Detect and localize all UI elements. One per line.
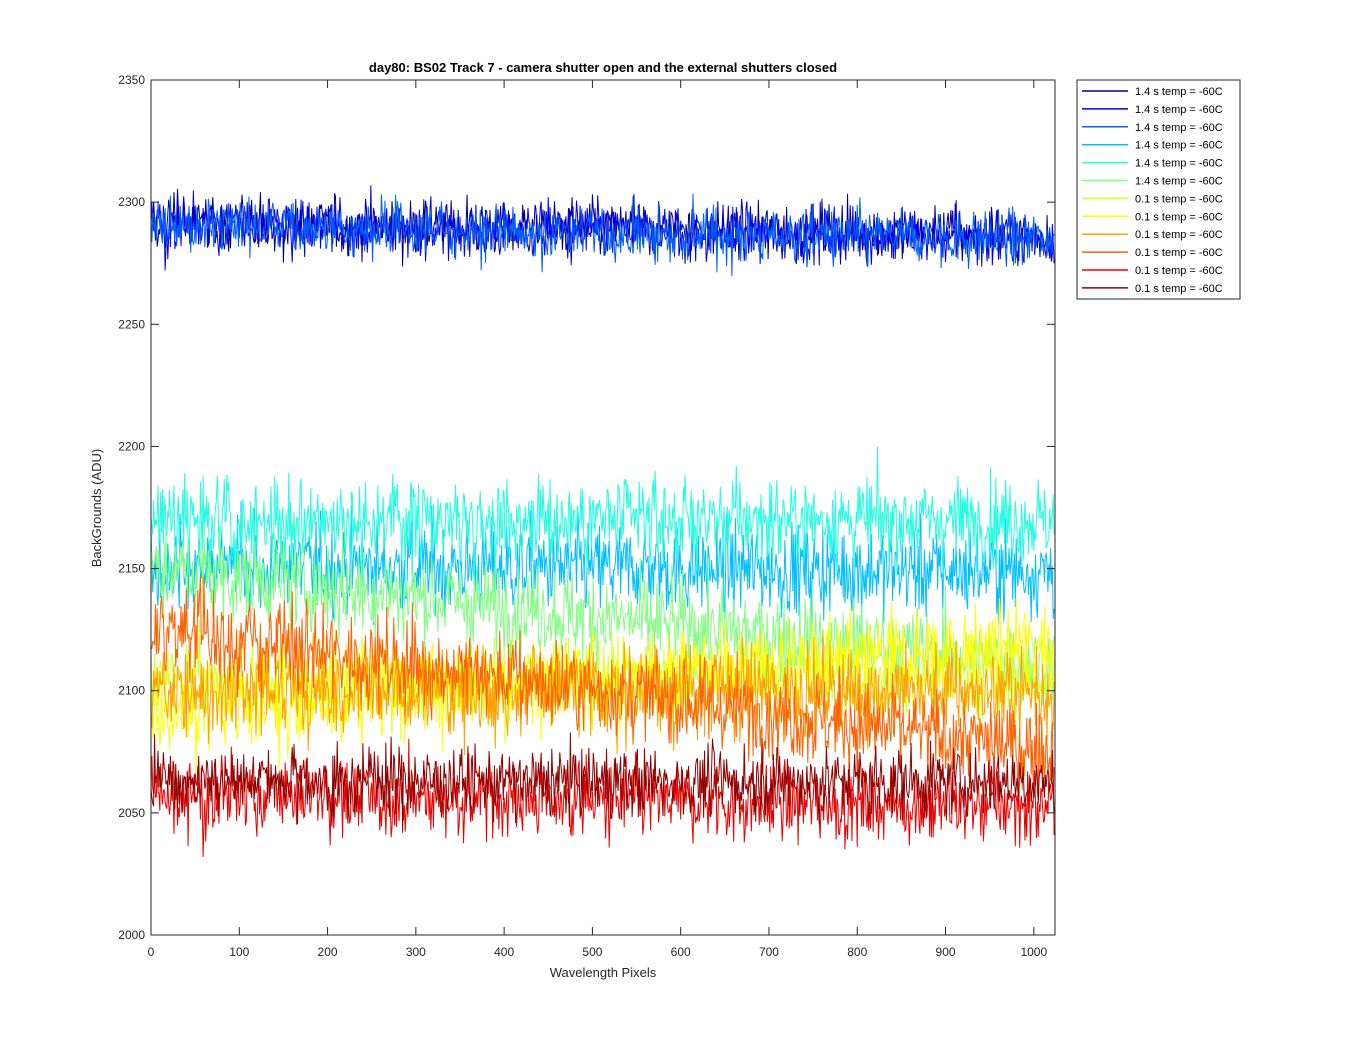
series-line-12: [151, 732, 1055, 833]
x-tick-label: 300: [406, 945, 426, 959]
chart-title: day80: BS02 Track 7 - camera shutter ope…: [369, 60, 837, 75]
legend-label-6: 1.4 s temp = -60C: [1135, 176, 1223, 188]
legend-label-11: 0.1 s temp = -60C: [1135, 265, 1223, 277]
legend-box: [1076, 79, 1241, 300]
series-line-10: [151, 574, 1055, 800]
x-tick-label: 600: [671, 945, 691, 959]
series-line-9: [151, 629, 1055, 756]
series-line-2: [151, 185, 1055, 271]
y-tick-label: 2050: [118, 806, 145, 820]
tick-layer: 0 100 200 300 400 500 600 700 800 900 1000 2000 2050…: [118, 73, 1055, 959]
x-tick-label: 200: [318, 945, 338, 959]
legend-label-10: 0.1 s temp = -60C: [1135, 247, 1223, 259]
legend-label-2: 1.4 s temp = -60C: [1135, 104, 1223, 116]
series-line-5: [151, 446, 1055, 584]
y-tick-label: 2000: [118, 928, 145, 942]
series-line-3: [151, 193, 1055, 276]
x-tick-label: 500: [582, 945, 602, 959]
x-tick-label: 1000: [1020, 945, 1047, 959]
x-axis-title: Wavelength Pixels: [550, 965, 657, 980]
x-tick-label: 900: [936, 945, 956, 959]
y-axis-title: BackGrounds (ADU): [89, 449, 104, 567]
y-tick-label: 2100: [118, 684, 145, 698]
y-tick-label: 2200: [118, 439, 145, 453]
legend-label-1: 1.4 s temp = -60C: [1135, 86, 1223, 98]
x-tick-label: 800: [847, 945, 867, 959]
y-tick-label: 2250: [118, 317, 145, 331]
legend-label-3: 1.4 s temp = -60C: [1135, 122, 1223, 134]
series-line-4: [151, 500, 1055, 627]
legend-label-7: 0.1 s temp = -60C: [1135, 193, 1223, 205]
series-line-8: [151, 597, 1055, 772]
legend-label-5: 1.4 s temp = -60C: [1135, 158, 1223, 170]
x-tick-label: 700: [759, 945, 779, 959]
y-tick-label: 2150: [118, 562, 145, 576]
y-tick-label: 2300: [118, 195, 145, 209]
legend-label-4: 1.4 s temp = -60C: [1135, 140, 1223, 152]
plot-frame: [150, 79, 1056, 936]
x-tick-label: 400: [494, 945, 514, 959]
series-layer: [151, 185, 1055, 858]
legend-label-8: 0.1 s temp = -60C: [1135, 211, 1223, 223]
y-tick-label: 2350: [118, 73, 145, 87]
legend: 1.4 s temp = -60C 1.4 s temp = -60C 1.4 s …: [1076, 79, 1241, 300]
x-tick-label: 100: [229, 945, 249, 959]
legend-label-12: 0.1 s temp = -60C: [1135, 283, 1223, 295]
legend-label-9: 0.1 s temp = -60C: [1135, 229, 1223, 241]
x-tick-label: 0: [148, 945, 155, 959]
